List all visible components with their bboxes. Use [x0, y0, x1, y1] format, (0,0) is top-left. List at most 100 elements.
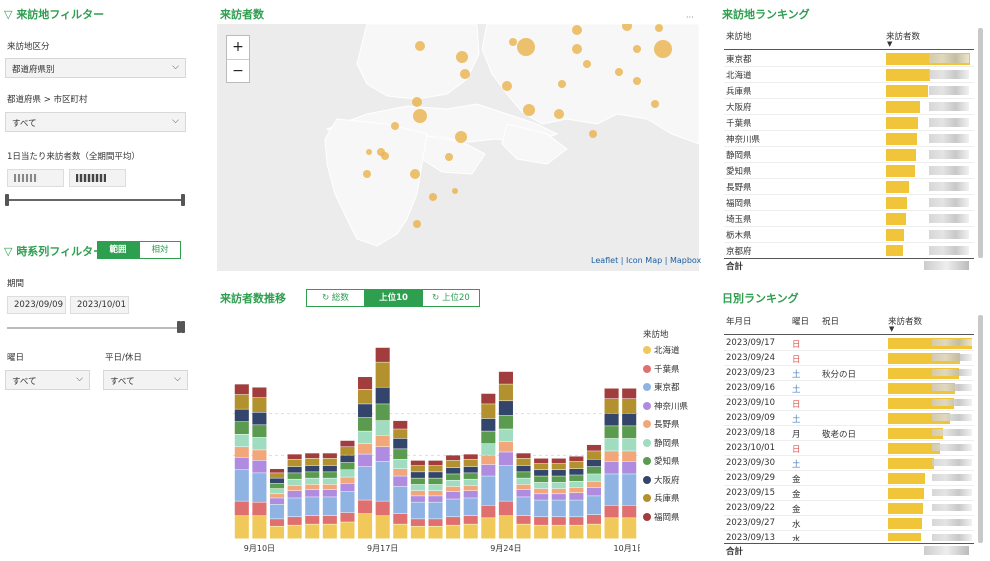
bar-segment[interactable] — [287, 479, 302, 486]
bar-segment[interactable] — [516, 484, 531, 490]
bar-segment[interactable] — [551, 494, 566, 500]
bar-segment[interactable] — [516, 516, 531, 524]
bar-segment[interactable] — [252, 387, 267, 398]
bar-segment[interactable] — [234, 516, 249, 539]
bar-segment[interactable] — [516, 458, 531, 466]
bar-segment[interactable] — [340, 447, 355, 455]
bar-segment[interactable] — [622, 398, 637, 414]
bar-segment[interactable] — [234, 470, 249, 501]
bar-segment[interactable] — [322, 524, 337, 539]
bar-segment[interactable] — [375, 362, 390, 387]
bar-segment[interactable] — [410, 460, 425, 466]
table-row[interactable]: 2023/09/15 金 — [724, 486, 974, 501]
col-dow-header[interactable]: 曜日 — [792, 317, 810, 327]
bar-segment[interactable] — [410, 496, 425, 502]
bar-segment[interactable] — [498, 441, 513, 452]
bar-segment[interactable] — [322, 453, 337, 459]
col-visitors-header[interactable]: 来訪者数 — [886, 32, 921, 42]
table-row[interactable]: 兵庫県 — [724, 83, 974, 99]
bar-segment[interactable] — [428, 496, 443, 502]
bar-segment[interactable] — [516, 465, 531, 472]
table-row[interactable]: 2023/09/10 日 — [724, 396, 974, 411]
bar-segment[interactable] — [358, 417, 373, 431]
bar-segment[interactable] — [358, 431, 373, 444]
bar-segment[interactable] — [358, 377, 373, 390]
bar-segment[interactable] — [463, 466, 478, 473]
bar-segment[interactable] — [305, 465, 320, 472]
bar-segment[interactable] — [586, 474, 602, 482]
bar-segment[interactable] — [463, 524, 478, 539]
bar-segment[interactable] — [375, 435, 390, 447]
bar-segment[interactable] — [358, 443, 373, 454]
table-row[interactable]: 愛知県 — [724, 163, 974, 179]
bar-segment[interactable] — [234, 447, 249, 457]
bar-segment[interactable] — [393, 513, 408, 524]
bar-segment[interactable] — [534, 525, 549, 539]
bar-segment[interactable] — [305, 478, 320, 485]
bar-segment[interactable] — [463, 485, 478, 491]
bar-segment[interactable] — [622, 426, 637, 439]
bar-segment[interactable] — [586, 451, 602, 460]
bar-segment[interactable] — [604, 518, 619, 539]
bar-segment[interactable] — [322, 497, 337, 516]
bar-segment[interactable] — [269, 519, 285, 526]
bar-segment[interactable] — [322, 484, 337, 490]
bar-segment[interactable] — [410, 472, 425, 478]
bar-segment[interactable] — [269, 483, 285, 489]
visitors-slider-max-handle[interactable] — [181, 194, 185, 206]
daily-visitors-max[interactable] — [69, 169, 126, 187]
bar-segment[interactable] — [428, 519, 443, 526]
bar-segment[interactable] — [498, 501, 513, 516]
bar-segment[interactable] — [269, 504, 285, 519]
date-to-input[interactable]: 2023/10/01 — [70, 296, 129, 314]
map-attribution[interactable]: Leaflet | Icon Map | Mapbox — [591, 256, 702, 265]
period-slider-handle-a[interactable] — [177, 321, 181, 333]
bar-segment[interactable] — [463, 459, 478, 467]
bar-segment[interactable] — [269, 478, 285, 484]
bar-segment[interactable] — [340, 440, 355, 447]
bar-segment[interactable] — [322, 472, 337, 478]
bar-segment[interactable] — [569, 461, 584, 469]
bar-segment[interactable] — [446, 460, 461, 468]
bar-segment[interactable] — [569, 481, 584, 488]
bar-segment[interactable] — [586, 496, 602, 515]
ranking-scrollbar[interactable] — [978, 28, 983, 258]
bar-segment[interactable] — [569, 468, 584, 475]
bar-segment[interactable] — [287, 498, 302, 517]
bar-segment[interactable] — [534, 476, 549, 483]
col-place-header[interactable]: 来訪地 — [726, 32, 752, 42]
table-row[interactable]: 2023/09/18 月 敬老の日 — [724, 426, 974, 441]
bar-segment[interactable] — [305, 489, 320, 497]
bar-segment[interactable] — [410, 465, 425, 472]
bar-segment[interactable] — [410, 519, 425, 526]
bar-segment[interactable] — [604, 451, 619, 462]
bar-segment[interactable] — [375, 347, 390, 362]
bar-segment[interactable] — [551, 482, 566, 489]
bar-segment[interactable] — [604, 474, 619, 506]
bar-segment[interactable] — [340, 477, 355, 484]
bar-segment[interactable] — [340, 522, 355, 539]
bar-segment[interactable] — [410, 478, 425, 485]
daily-visitors-min[interactable] — [7, 169, 64, 187]
bar-segment[interactable] — [516, 453, 531, 459]
col-holiday-header[interactable]: 祝日 — [822, 317, 840, 327]
bar-segment[interactable] — [305, 524, 320, 539]
table-row[interactable]: 2023/10/01 日 — [724, 441, 974, 456]
table-row[interactable]: 埼玉県 — [724, 211, 974, 227]
table-row[interactable]: 栃木県 — [724, 227, 974, 243]
bar-segment[interactable] — [586, 466, 602, 474]
toggle-relative[interactable]: 相対 — [139, 241, 181, 259]
bar-segment[interactable] — [375, 420, 390, 436]
bar-segment[interactable] — [393, 459, 408, 469]
bar-segment[interactable] — [463, 498, 478, 516]
bar-segment[interactable] — [481, 431, 496, 444]
bar-segment[interactable] — [604, 461, 619, 474]
bar-segment[interactable] — [516, 478, 531, 485]
legend-item[interactable]: 東京都 — [643, 381, 680, 393]
bar-segment[interactable] — [375, 501, 390, 516]
map-canvas[interactable] — [217, 24, 699, 271]
table-row[interactable]: 大阪府 — [724, 99, 974, 115]
bar-segment[interactable] — [252, 450, 267, 461]
bar-segment[interactable] — [287, 517, 302, 525]
bar-segment[interactable] — [428, 490, 443, 496]
